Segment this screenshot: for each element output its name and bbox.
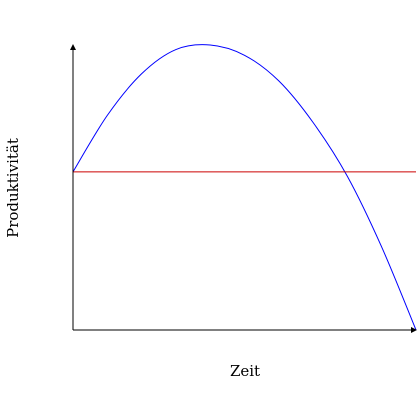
y-axis-label: Produktivität (4, 138, 22, 238)
x-axis-label: Zeit (230, 362, 260, 380)
series-layer (72, 44, 417, 331)
series-curve-line (72, 44, 417, 331)
